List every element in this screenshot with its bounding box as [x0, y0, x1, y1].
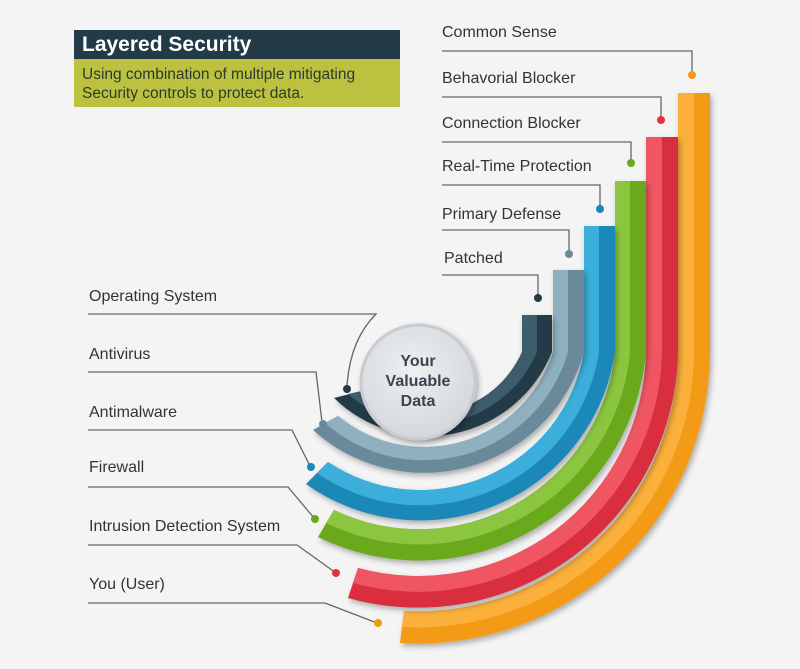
- label-real-time-protection: Real-Time Protection: [442, 158, 592, 175]
- ring-grey: [313, 270, 584, 473]
- label-behavorial-blocker: Behavorial Blocker: [442, 70, 576, 87]
- center-line-3: Data: [400, 393, 436, 410]
- label-intrusion-detection-system: Intrusion Detection System: [89, 518, 281, 535]
- ring-blue: [306, 226, 615, 521]
- label-primary-defense: Primary Defense: [442, 206, 562, 223]
- left-leader-lines: [88, 313, 378, 624]
- ring-dark: [334, 315, 552, 437]
- center-line-1: Your: [400, 353, 436, 370]
- label-antimalware: Antimalware: [89, 404, 178, 421]
- ring-green: [318, 181, 646, 561]
- label-antivirus: Antivirus: [89, 346, 151, 363]
- label-firewall: Firewall: [89, 459, 145, 476]
- right-leader-dots: [534, 71, 696, 302]
- title-box: Layered Security Using combination of mu…: [74, 30, 400, 107]
- center-label: Your Valuable Data: [368, 352, 468, 412]
- page-title: Layered Security: [74, 30, 400, 59]
- ring-orange: [400, 93, 710, 644]
- label-common-sense: Common Sense: [442, 24, 557, 41]
- center-line-2: Valuable: [385, 373, 451, 390]
- label-connection-blocker: Connection Blocker: [442, 115, 581, 132]
- label-you-user: You (User): [89, 576, 165, 593]
- left-leader-dots: [307, 385, 382, 627]
- right-leader-lines: [442, 50, 693, 296]
- label-patched: Patched: [444, 250, 503, 267]
- center-circle: [359, 323, 477, 441]
- page-subtitle: Using combination of multiple mitigating…: [74, 59, 400, 107]
- label-operating-system: Operating System: [89, 288, 218, 305]
